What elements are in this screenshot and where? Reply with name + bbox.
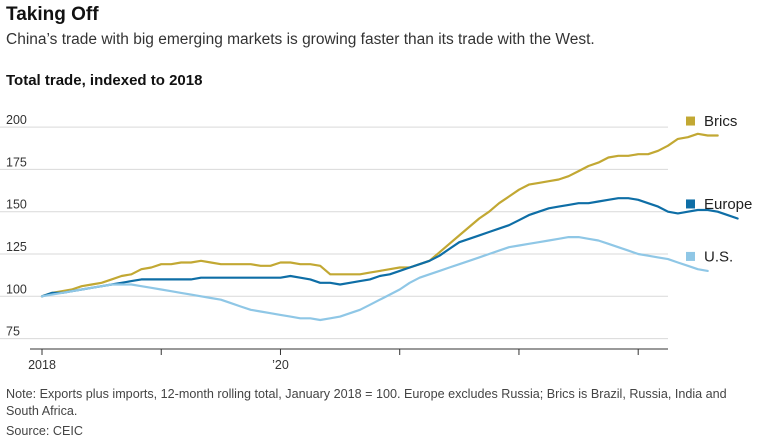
chart-label: Total trade, indexed to 2018 [6, 72, 203, 89]
legend-swatch-us [686, 251, 695, 261]
chart-title: Taking Off [6, 4, 99, 25]
series-line-brics [40, 132, 719, 298]
legend-swatch-europe [686, 199, 695, 209]
line-chart: 75 100 125 150 175 200 2018 ’20 Brics Europe U.S. [0, 113, 752, 372]
footnote: Note: Exports plus imports, 12-month rol… [6, 387, 727, 418]
source-line: Source: CEIC [6, 424, 83, 438]
y-tick-label-150: 150 [6, 198, 27, 212]
y-tick-label-200: 200 [6, 113, 27, 127]
chart-subtitle: China’s trade with big emerging markets … [6, 31, 595, 48]
legend-label-europe: Europe [704, 196, 752, 213]
legend-swatch-brics [686, 116, 695, 126]
y-tick-label-125: 125 [6, 240, 27, 254]
x-tick-label-2018-01: 2018 [28, 358, 56, 372]
legend-label-us: U.S. [704, 248, 733, 265]
y-tick-label-175: 175 [6, 155, 27, 169]
series-line-us [40, 236, 709, 322]
series-line-europe [40, 197, 739, 298]
x-tick-label-2020-01: ’20 [272, 358, 289, 372]
legend-label-brics: Brics [704, 113, 737, 130]
y-tick-label-75: 75 [6, 325, 20, 339]
y-tick-label-100: 100 [6, 282, 27, 296]
